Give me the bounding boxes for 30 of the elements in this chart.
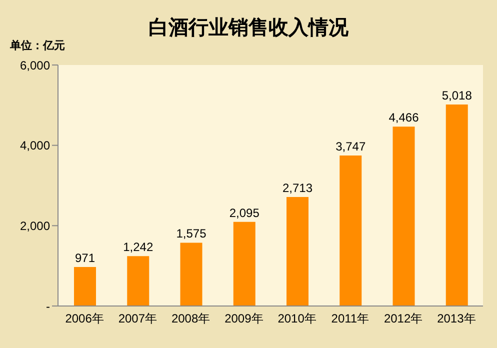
y-tick-label: 6,000 [20,58,50,72]
bar [74,267,96,306]
x-tick-label: 2007年 [118,312,158,326]
data-label: 4,466 [388,110,420,125]
x-tick-label: 2009年 [224,312,264,326]
data-label: 971 [74,251,96,265]
bar [340,155,362,306]
data-label: 3,747 [336,139,366,154]
y-axis-title: 单位：亿元 [10,38,65,53]
bar [180,242,202,306]
y-tick-label: - [46,299,50,314]
chart-title: 白酒行业销售收入情况 [148,16,350,41]
data-label: 1,575 [176,226,207,241]
data-label: 2,713 [282,181,313,196]
x-tick-label: 2008年 [171,312,210,326]
x-tick-label: 2012年 [384,312,423,326]
y-tick-label: 2,000 [20,218,50,233]
bar [233,222,256,306]
x-tick-label: 2010年 [278,312,316,326]
bar [392,126,415,306]
data-label: 1,242 [123,240,154,254]
data-label: 2,095 [229,206,260,220]
bar [446,104,468,306]
x-tick-label: 2011年 [331,312,370,326]
x-tick-label: 2013年 [437,312,476,326]
y-tick-label: 4,000 [20,138,50,153]
data-label: 5,018 [442,88,472,102]
bar [127,256,150,306]
bar [286,197,308,306]
x-tick-label: 2006年 [65,312,104,326]
